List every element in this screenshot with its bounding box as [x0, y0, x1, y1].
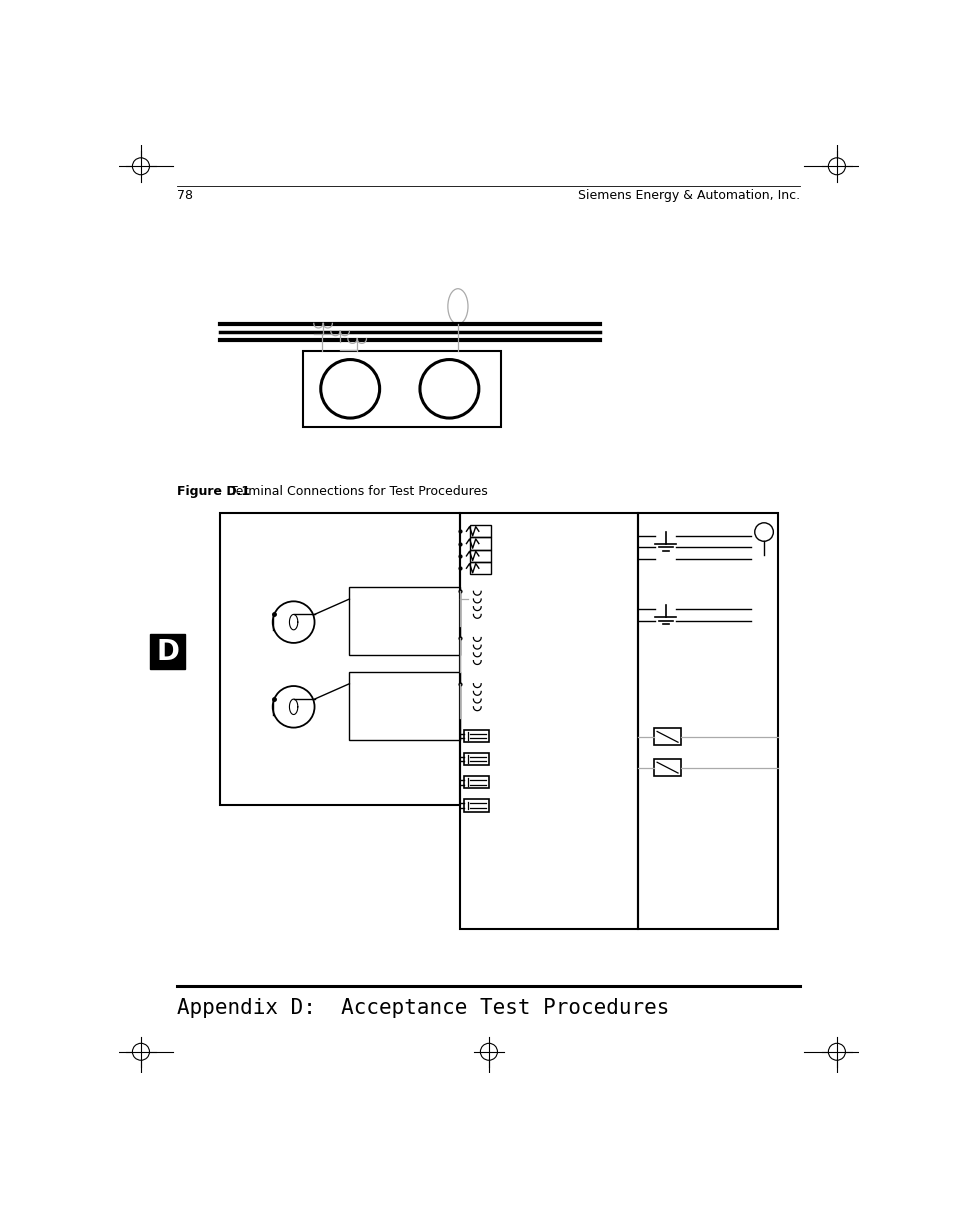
Bar	[220, 513, 459, 806]
Bar	[349, 672, 459, 740]
Bar	[464, 800, 488, 812]
Bar	[464, 753, 488, 766]
Bar	[654, 728, 680, 745]
Text: Figure D.1: Figure D.1	[177, 485, 251, 498]
Bar	[464, 730, 488, 742]
Bar	[469, 525, 491, 538]
Bar	[349, 587, 459, 655]
Text: D: D	[156, 638, 179, 666]
Bar	[638, 513, 778, 929]
Bar	[303, 351, 500, 427]
Text: Terminal Connections for Test Procedures: Terminal Connections for Test Procedures	[222, 485, 488, 498]
Text: Siemens Energy & Automation, Inc.: Siemens Energy & Automation, Inc.	[577, 189, 799, 203]
Bar	[464, 777, 488, 789]
Bar	[469, 550, 491, 562]
Bar	[459, 513, 638, 929]
Text: Appendix D:  Acceptance Test Procedures: Appendix D: Acceptance Test Procedures	[177, 997, 669, 1018]
Bar	[469, 562, 491, 574]
Bar	[654, 760, 680, 777]
Bar	[150, 634, 185, 669]
Bar	[469, 538, 491, 550]
Text: 78: 78	[177, 189, 193, 203]
